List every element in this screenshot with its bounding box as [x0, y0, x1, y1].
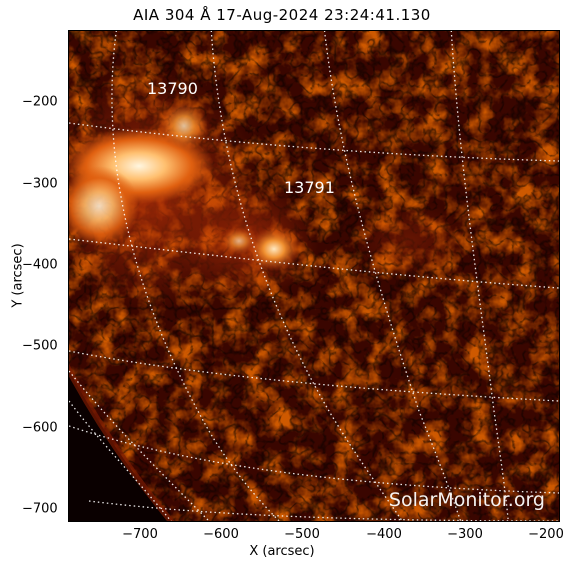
x-tick: −600	[203, 527, 239, 542]
y-tick: −700	[22, 501, 58, 517]
x-tick: −500	[284, 527, 320, 542]
active-region-13790-label: 13790	[147, 79, 198, 98]
y-tick: −300	[22, 176, 58, 192]
y-tick: −200	[22, 94, 58, 110]
x-tick: −400	[366, 527, 402, 542]
x-axis-label: X (arcsec)	[249, 544, 315, 559]
y-axis-label: Y (arcsec)	[10, 243, 26, 308]
y-tick: −500	[22, 338, 58, 354]
x-tick: −200	[528, 527, 564, 542]
x-tick: −700	[122, 527, 158, 542]
watermark: SolarMonitor.org	[388, 489, 545, 511]
active-region-13791-label: 13791	[284, 178, 335, 197]
y-tick: −400	[22, 257, 58, 273]
image-title: AIA 304 Å 17-Aug-2024 23:24:41.130	[133, 6, 431, 24]
solar-disk-panel: 13790 13791 SolarMonitor.org	[68, 30, 560, 522]
sun-304-image	[69, 31, 559, 521]
x-tick: −300	[447, 527, 483, 542]
y-tick: −600	[22, 420, 58, 436]
coordinate-grid	[69, 31, 559, 521]
